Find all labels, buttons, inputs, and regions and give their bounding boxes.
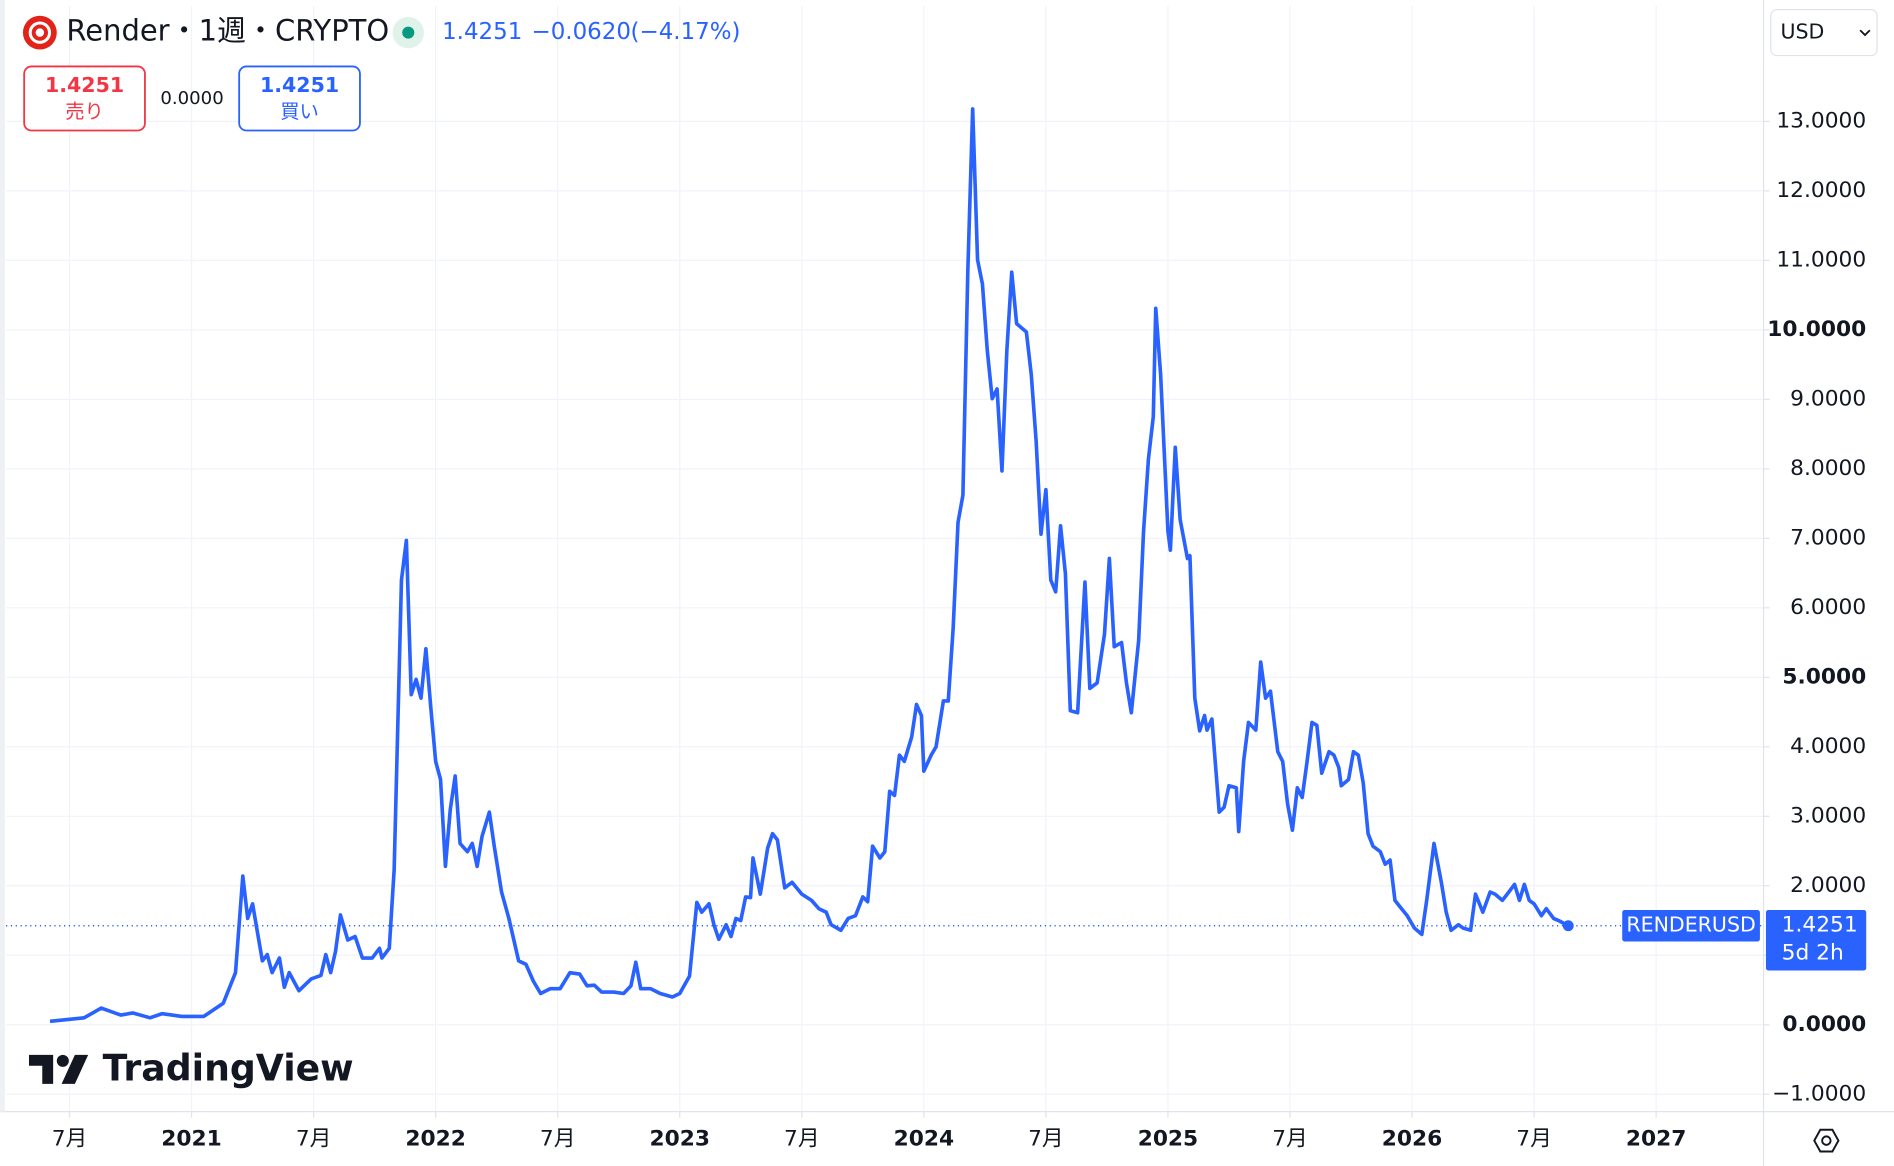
sell-button[interactable] — [23, 65, 146, 132]
settings-hex — [1813, 1128, 1840, 1153]
logo-text: TradingView — [103, 1047, 354, 1090]
x-tick-label: 7月 — [540, 1126, 576, 1151]
y-tick-label: 6.0000 — [1790, 595, 1866, 620]
buy-price: 1.4251 — [260, 73, 339, 97]
y-tick-label: 9.0000 — [1790, 386, 1866, 411]
logo-mark-t — [28, 1054, 54, 1084]
x-tick-label: 2024 — [894, 1126, 954, 1151]
x-tick-label: 7月 — [1272, 1126, 1308, 1151]
x-tick-label: 2022 — [405, 1126, 465, 1151]
symbol-logo-dot — [35, 28, 45, 37]
brand-logo[interactable]: TradingView — [28, 1047, 354, 1090]
logo-mark-slash — [61, 1054, 89, 1084]
y-tick-label: 7.0000 — [1790, 525, 1866, 550]
currency-select[interactable] — [1770, 9, 1878, 57]
x-tick-label: 2026 — [1382, 1126, 1442, 1151]
x-tick-label: 7月 — [784, 1126, 820, 1151]
y-tick-label: 5.0000 — [1782, 664, 1866, 689]
settings-center — [1821, 1135, 1832, 1146]
x-tick-label: 7月 — [296, 1126, 332, 1151]
series-tag-label: RENDERUSD — [1626, 913, 1755, 937]
sell-label: 売り — [65, 100, 104, 123]
currency-chevron — [1859, 29, 1871, 37]
left-edge — [0, 0, 5, 1112]
y-tick-label: 12.0000 — [1776, 178, 1866, 203]
y-tick-label: 3.0000 — [1790, 803, 1866, 828]
x-tick-label: 7月 — [52, 1126, 88, 1151]
x-tick-label: 2023 — [650, 1126, 710, 1151]
logo-mark-dot — [56, 1054, 69, 1067]
x-tick-label: 2021 — [161, 1126, 221, 1151]
y-tick-label: 10.0000 — [1767, 317, 1866, 342]
header-change: −0.0620 — [531, 19, 630, 45]
buy-button[interactable] — [238, 65, 361, 132]
buy-label: 買い — [280, 100, 319, 123]
x-tick-label: 7月 — [1028, 1126, 1064, 1151]
symbol-logo-ring — [28, 21, 52, 44]
y-tick-label: 4.0000 — [1790, 734, 1866, 759]
y-tick-label: 2.0000 — [1790, 873, 1866, 898]
price-tag-label: 1.4251 — [1782, 913, 1858, 938]
x-tick-label: 2025 — [1138, 1126, 1198, 1151]
y-tick-label: 8.0000 — [1790, 456, 1866, 481]
price-tag — [1765, 910, 1867, 971]
settings-button[interactable] — [1813, 1128, 1840, 1153]
price-line — [49, 107, 1570, 1024]
sell-price: 1.4251 — [45, 73, 124, 97]
header-change-pct: (−4.17%) — [631, 19, 741, 45]
symbol-title[interactable]: Render・1週・CRYPTO — [66, 14, 389, 48]
grid — [6, 6, 1764, 1112]
market-status-dot — [402, 26, 415, 39]
countdown-label: 5d 2h — [1782, 941, 1844, 966]
last-point — [1562, 920, 1574, 932]
y-tick-label: 0.0000 — [1782, 1012, 1866, 1037]
header-price: 1.4251 — [442, 19, 522, 45]
y-tick-label: 11.0000 — [1776, 247, 1866, 272]
spread: 0.0000 — [160, 88, 223, 109]
currency-label: USD — [1780, 20, 1824, 44]
x-tick-label: 7月 — [1516, 1126, 1552, 1151]
series-tag — [1622, 910, 1760, 942]
x-tick-label: 2027 — [1626, 1126, 1686, 1151]
y-tick-label: 13.0000 — [1776, 108, 1866, 133]
y-tick-label: −1.0000 — [1772, 1081, 1866, 1106]
